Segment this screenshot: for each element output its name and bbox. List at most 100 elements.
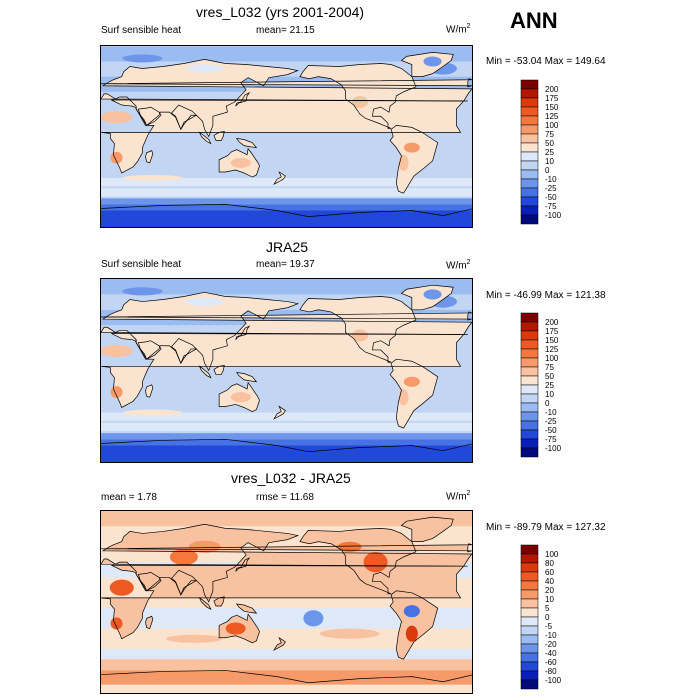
ocean-band <box>101 204 472 211</box>
legend-swatch <box>520 589 539 600</box>
legend-swatch <box>520 580 539 591</box>
coastline <box>145 150 154 164</box>
land-anomaly-blob <box>101 111 133 124</box>
panel-title: JRA25 <box>266 239 309 255</box>
legend-level-label: 25 <box>545 148 554 157</box>
legend-swatch <box>520 553 539 564</box>
coastline <box>400 52 454 77</box>
land-field <box>299 296 416 363</box>
land-anomaly-blob <box>225 622 246 635</box>
coastline <box>218 381 260 412</box>
coastline <box>273 636 286 651</box>
legend-swatch <box>520 133 539 144</box>
legend-swatch <box>520 571 539 582</box>
coastline <box>101 78 472 88</box>
legend-swatch <box>520 429 539 440</box>
coastline <box>137 571 162 592</box>
coastline <box>101 99 465 174</box>
land-anomaly-blob <box>186 297 223 306</box>
panel-units: W/m2 <box>446 490 471 503</box>
legend-level-label: 200 <box>545 318 559 327</box>
coastline <box>213 364 225 375</box>
legend-swatch <box>520 88 539 99</box>
coastline <box>198 596 212 610</box>
coastline <box>198 131 212 145</box>
global-map <box>100 510 473 694</box>
legend-swatch <box>520 661 539 672</box>
legend-level-label: 60 <box>545 568 554 577</box>
coastline <box>299 528 417 595</box>
panel-units: W/m2 <box>446 23 471 36</box>
field-anomaly-blob <box>166 634 223 643</box>
legend-swatch <box>520 411 539 422</box>
coastline <box>101 204 472 217</box>
coastline <box>389 358 439 429</box>
land-anomaly-blob <box>352 329 369 342</box>
land-anomaly-blob <box>403 376 420 387</box>
coastline <box>137 106 162 126</box>
legend-swatch <box>520 420 539 431</box>
legend-swatch <box>520 438 539 449</box>
land-field <box>138 107 162 126</box>
legend-swatch <box>520 205 539 216</box>
coastline <box>273 171 286 185</box>
land-anomaly-blob <box>423 289 442 300</box>
land-field <box>171 105 197 130</box>
ocean-band <box>101 46 472 62</box>
coastline <box>170 569 198 596</box>
land-field <box>401 517 454 542</box>
ocean-band <box>101 684 472 693</box>
legend-level-label: -80 <box>545 667 557 676</box>
legend-swatch <box>520 321 539 332</box>
legend-swatch <box>520 616 539 627</box>
ocean-band <box>101 422 472 432</box>
legend-level-label: -100 <box>545 444 562 453</box>
land-field <box>101 543 472 552</box>
ocean-band <box>101 649 472 660</box>
coastline <box>236 603 258 614</box>
field-anomaly-blob <box>122 287 163 296</box>
ocean-band <box>101 659 472 671</box>
legend-swatch <box>520 214 539 225</box>
ocean-band <box>101 433 472 440</box>
legend-swatch <box>520 97 539 108</box>
land-field <box>390 359 438 429</box>
land-anomaly-blob <box>337 541 362 552</box>
land-field <box>390 125 438 194</box>
ocean-band <box>101 445 472 462</box>
coastline <box>273 405 286 420</box>
legend-swatch <box>520 115 539 126</box>
land-anomaly-blob <box>363 552 388 573</box>
panel-mean-label: mean= 19.37 <box>256 259 315 270</box>
coastline <box>213 130 225 141</box>
coastline <box>101 438 472 453</box>
land-anomaly-blob <box>169 548 198 566</box>
land-anomaly-blob <box>109 579 134 596</box>
land-anomaly-blob <box>405 625 418 642</box>
land-field <box>138 572 162 591</box>
legend-swatch <box>520 348 539 359</box>
legend-level-label: 0 <box>545 399 550 408</box>
legend-level-label: 80 <box>545 559 554 568</box>
legend-level-label: 75 <box>545 130 554 139</box>
global-map <box>100 278 473 463</box>
color-legend: 100 80 60 40 20 10 5 0 -5 -10 -20 -40 -60 -80 -100 <box>520 544 581 695</box>
legend-swatch <box>520 562 539 573</box>
panel-left-label: Surf sensible heat <box>101 259 182 270</box>
legend-level-label: 20 <box>545 586 554 595</box>
coastline <box>101 543 472 553</box>
land-field <box>138 340 162 360</box>
legend-level-label: 5 <box>545 604 550 613</box>
legend-swatch <box>520 384 539 395</box>
land-field <box>236 138 257 148</box>
min-max-label: Min = -46.99 Max = 121.38 <box>486 290 606 301</box>
land-field <box>101 292 472 371</box>
legend-level-label: -10 <box>545 408 557 417</box>
legend-level-label: 150 <box>545 336 559 345</box>
coastline <box>170 338 198 365</box>
legend-level-label: 125 <box>545 112 559 121</box>
legend-swatch <box>520 79 539 90</box>
legend-level-label: 175 <box>545 94 559 103</box>
legend-level-label: -75 <box>545 435 557 444</box>
coastline <box>101 564 465 640</box>
